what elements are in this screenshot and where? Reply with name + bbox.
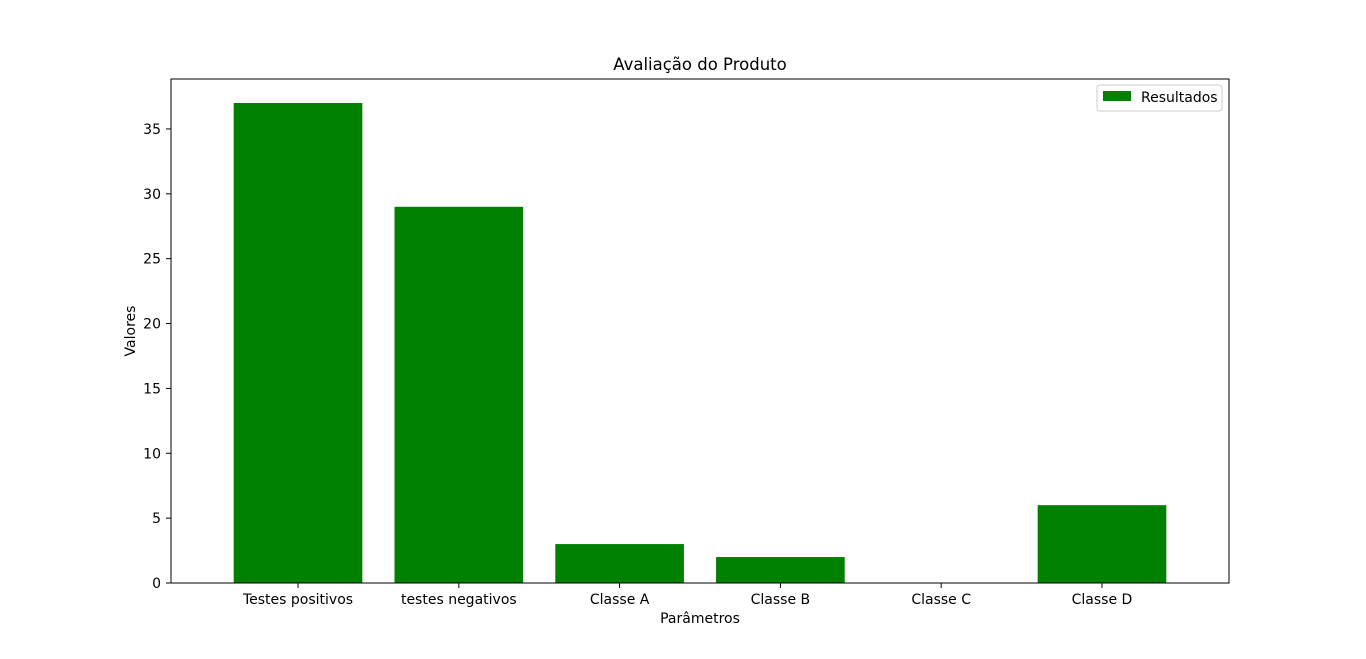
y-tick-label: 25 (143, 252, 161, 268)
y-tick-label: 15 (143, 381, 161, 397)
x-tick-label: Testes positivos (242, 592, 353, 608)
legend-swatch (1103, 91, 1131, 101)
y-tick-label: 20 (143, 317, 161, 333)
bar-1 (394, 206, 524, 583)
y-tick-label: 0 (152, 576, 161, 592)
y-tick-label: 5 (152, 511, 161, 527)
y-axis-label: Valores (123, 306, 139, 357)
x-tick-label: Classe D (1072, 592, 1133, 608)
x-tick-label: Classe C (911, 592, 971, 608)
y-tick-label: 30 (143, 187, 161, 203)
x-tick-label: Classe A (590, 592, 650, 608)
x-axis-ticks: Testes positivos testes negativos Classe A… (242, 583, 1132, 608)
plot-area-frame (170, 78, 1230, 584)
bar-2 (555, 544, 684, 583)
bars-layer (233, 103, 1167, 583)
y-tick-label: 35 (143, 122, 161, 138)
x-tick-label: Classe B (751, 592, 811, 608)
bar-5 (1037, 505, 1167, 583)
bar-3 (716, 557, 845, 583)
y-axis-ticks: 0 5 10 15 20 25 30 35 (143, 122, 171, 592)
x-tick-label: testes negativos (401, 592, 517, 608)
chart-title: Avaliação do Produto (613, 55, 786, 74)
y-tick-label: 10 (143, 446, 161, 462)
legend-label: Resultados (1141, 90, 1218, 106)
legend: Resultados (1096, 84, 1223, 112)
x-axis-label: Parâmetros (660, 611, 740, 627)
bar-0 (233, 103, 363, 583)
